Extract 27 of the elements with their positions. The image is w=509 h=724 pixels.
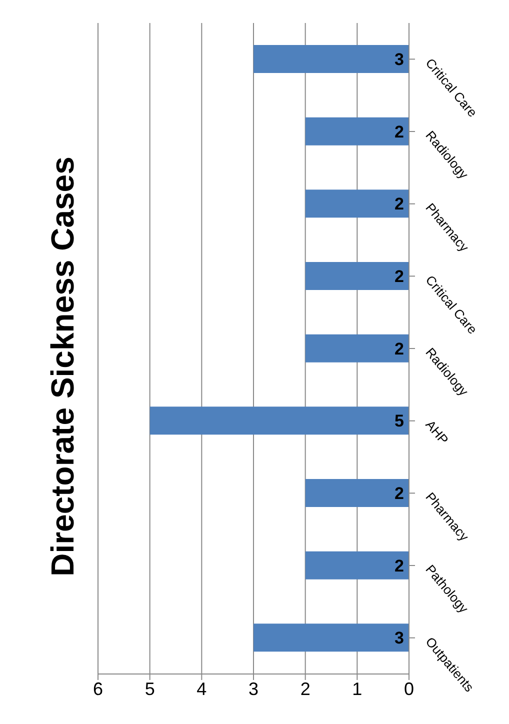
bar (305, 190, 409, 218)
data-label: 2 (394, 484, 404, 504)
data-label: 3 (394, 628, 404, 648)
bar (305, 479, 409, 507)
x-tick-label: 6 (92, 678, 104, 699)
bar (254, 624, 409, 652)
bar (150, 406, 409, 435)
x-tick-label: 0 (404, 678, 414, 699)
data-label: 5 (394, 412, 404, 431)
bar (305, 117, 409, 146)
data-label: 2 (394, 267, 404, 286)
text: Directorate Sickness Cases (44, 156, 82, 576)
data-label: 2 (394, 556, 404, 576)
bar (254, 45, 409, 73)
x-tick-label: 3 (248, 678, 259, 699)
x-tick-label: 1 (352, 678, 362, 699)
x-tick-label: 4 (196, 678, 207, 699)
x-tick-label: 5 (144, 678, 155, 699)
data-label: 2 (394, 194, 404, 214)
bar (305, 551, 409, 580)
data-label: 3 (394, 50, 404, 70)
data-label: 2 (394, 339, 404, 358)
y-tick-label: AHP (422, 417, 452, 448)
data-label: 2 (394, 122, 404, 142)
bar (305, 334, 409, 362)
x-tick-label: 2 (300, 678, 310, 699)
bar (305, 262, 409, 290)
